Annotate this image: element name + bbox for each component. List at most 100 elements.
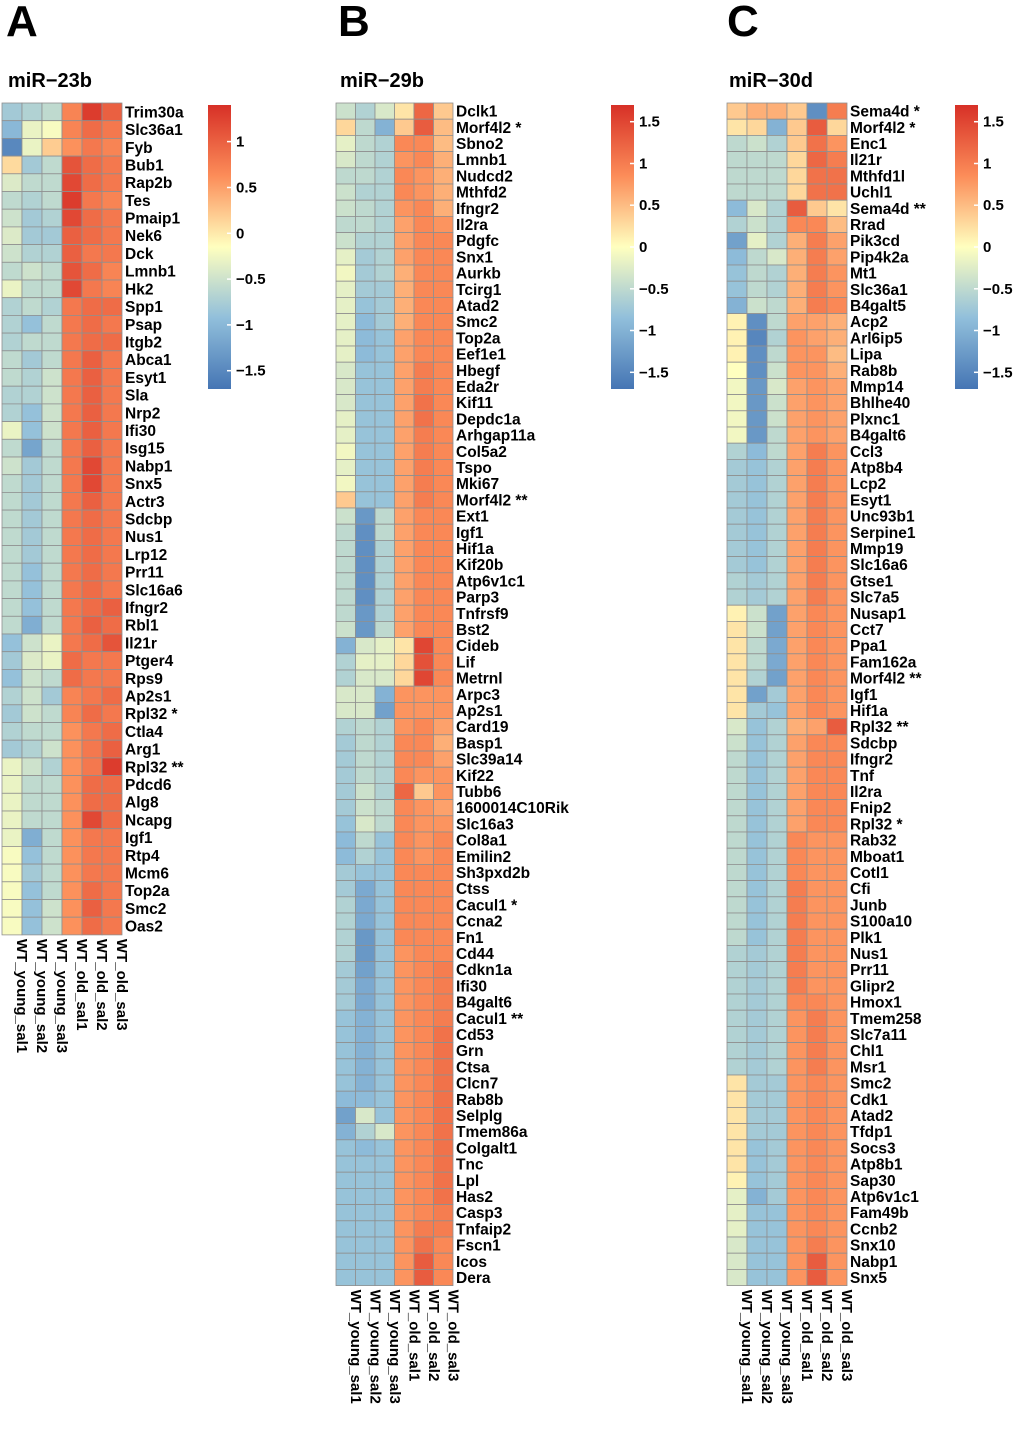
heatmap-cell xyxy=(726,1204,748,1222)
heatmap-cell xyxy=(101,615,123,635)
heatmap-cell xyxy=(433,1269,454,1287)
heatmap-cell xyxy=(61,368,83,387)
row-label: Has2 xyxy=(456,1189,493,1206)
heatmap-cell xyxy=(726,199,748,217)
heatmap-cell xyxy=(394,847,415,865)
heatmap-cell xyxy=(1,261,23,281)
heatmap-cell xyxy=(806,977,828,995)
heatmap-cell xyxy=(1,598,23,617)
heatmap-cell xyxy=(61,916,83,936)
heatmap-cell xyxy=(726,685,748,703)
heatmap-cell xyxy=(826,248,848,266)
heatmap-cell xyxy=(726,572,748,590)
heatmap-cell xyxy=(433,1074,454,1092)
heatmap-cell xyxy=(394,1269,415,1287)
row-label: Rab8b xyxy=(850,363,897,380)
heatmap-cell xyxy=(81,810,103,830)
heatmap-cell xyxy=(374,1090,395,1108)
heatmap-cell xyxy=(41,102,63,122)
heatmap-cell xyxy=(826,1026,848,1044)
heatmap-cell xyxy=(335,507,356,525)
heatmap-cell xyxy=(746,442,768,460)
heatmap-cell xyxy=(413,815,434,833)
heatmap-cell xyxy=(746,361,768,379)
heatmap-cell xyxy=(746,458,768,476)
heatmap-cell xyxy=(355,1252,376,1270)
legend-gradient-bar xyxy=(208,105,231,389)
panel-letter-b: B xyxy=(338,0,370,46)
heatmap-cell xyxy=(806,1220,828,1238)
heatmap-cell xyxy=(786,1204,808,1222)
row-label: Metrnl xyxy=(456,671,503,688)
heatmap-cell xyxy=(355,718,376,736)
color-legend-a: 1 0.5 0 −0.5 −1 −1.5 xyxy=(208,105,266,389)
heatmap-cell xyxy=(41,314,63,334)
heatmap-cell xyxy=(413,572,434,590)
row-label: Mthfd1l xyxy=(850,168,905,185)
heatmap-cell xyxy=(766,799,788,817)
heatmap-cell xyxy=(806,1009,828,1027)
row-label: Nek6 xyxy=(125,228,162,245)
heatmap-cell xyxy=(786,540,808,558)
row-label: Rab8b xyxy=(456,1092,503,1109)
row-label: Itgb2 xyxy=(125,335,162,352)
heatmap-cell xyxy=(746,961,768,979)
heatmap-cell xyxy=(101,810,123,830)
heatmap-cell xyxy=(81,474,103,493)
heatmap-cell xyxy=(766,572,788,590)
heatmap-cell xyxy=(826,1107,848,1125)
heatmap-cell xyxy=(335,653,356,671)
heatmap-cell xyxy=(1,562,23,582)
heatmap-cell xyxy=(374,264,395,282)
heatmap-cell xyxy=(374,167,395,185)
row-label: Igf1 xyxy=(850,687,878,704)
heatmap-cell xyxy=(746,280,768,298)
row-label: Fyb xyxy=(125,140,153,157)
heatmap-cell xyxy=(746,1090,768,1108)
heatmap-cell xyxy=(826,783,848,801)
heatmap-cell xyxy=(394,1171,415,1189)
heatmap-cell xyxy=(335,458,356,476)
heatmap-cell xyxy=(766,394,788,412)
heatmap-cell xyxy=(826,1188,848,1206)
heatmap-cell xyxy=(786,183,808,201)
heatmap-cell xyxy=(355,1171,376,1189)
heatmap-cell xyxy=(394,248,415,266)
row-label: Rtp4 xyxy=(125,848,160,865)
heatmap-cell xyxy=(335,1204,356,1222)
heatmap-cell xyxy=(746,718,768,736)
heatmap-cell xyxy=(433,426,454,444)
row-label: Snx5 xyxy=(125,476,162,493)
heatmap-cell xyxy=(394,912,415,930)
heatmap-cell xyxy=(21,102,43,122)
heatmap-cell xyxy=(355,864,376,882)
heatmap-cell xyxy=(394,361,415,379)
heatmap-cell xyxy=(101,191,123,210)
heatmap-cell xyxy=(826,296,848,314)
heatmap-cell xyxy=(21,226,43,245)
heatmap-cell xyxy=(746,118,768,136)
panel-title-b: miR−29b xyxy=(340,70,424,92)
row-label: Ccl3 xyxy=(850,444,883,461)
row-label: Smc2 xyxy=(850,1076,891,1093)
heatmap-cell xyxy=(726,410,748,428)
heatmap-cell xyxy=(726,766,748,784)
heatmap-cell xyxy=(61,474,83,493)
heatmap-cell xyxy=(355,993,376,1011)
heatmap-cell xyxy=(374,102,395,120)
heatmap-cell xyxy=(394,1026,415,1044)
heatmap-cell xyxy=(61,456,83,476)
heatmap-cell xyxy=(374,410,395,428)
row-label: Bub1 xyxy=(125,157,164,174)
row-label: Snx5 xyxy=(850,1270,887,1287)
heatmap-cell xyxy=(826,1204,848,1222)
row-label: Cacul1 ** xyxy=(456,1011,524,1028)
row-label: Psap xyxy=(125,317,162,334)
heatmap-cell xyxy=(41,456,63,476)
heatmap-cell xyxy=(826,815,848,833)
heatmap-cell xyxy=(394,215,415,233)
heatmap-cell xyxy=(101,916,123,936)
row-label: Depdc1a xyxy=(456,411,521,428)
row-label: Sap30 xyxy=(850,1173,896,1190)
heatmap-cell xyxy=(374,1171,395,1189)
